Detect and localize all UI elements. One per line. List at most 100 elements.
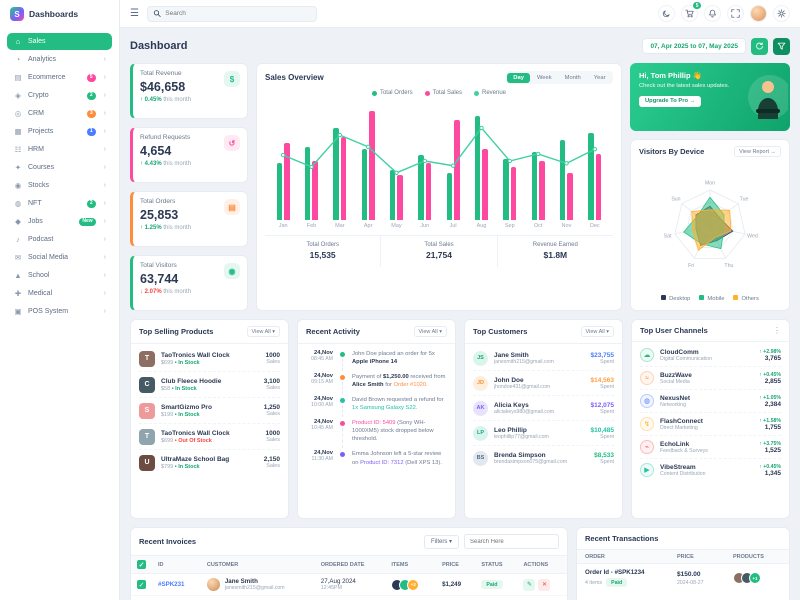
chevron-right-icon: › — [103, 182, 106, 189]
top-products-view-all[interactable]: View All ▾ — [246, 326, 280, 337]
activity-item[interactable]: 24,Nov 08:45 AM John Doe placed an order f… — [311, 349, 435, 372]
sidebar-header: S Dashboards — [0, 0, 119, 28]
channel-row[interactable]: ⌁ EchoLink Feedback & Surveys ↑ +3.75% 1,525 — [640, 436, 781, 459]
date-range-picker[interactable]: 07, Apr 2025 to 07, May 2025 — [642, 38, 746, 54]
activity-item[interactable]: 24,Nov 11:30 AM Emma Johnson left a 5-star… — [311, 450, 442, 466]
activity-item[interactable]: 24,Nov 10:45 AM Product ID: 5409 (Sony WH-… — [311, 419, 434, 449]
sidebar-item-ecommerce[interactable]: ▤ Ecommerce 5 › — [7, 69, 112, 86]
invoice-id-link[interactable]: #SPK231 — [158, 581, 185, 588]
select-all-checkbox[interactable]: ✓ — [137, 560, 146, 569]
chevron-right-icon: › — [103, 272, 106, 279]
stat-card-refund-requests: Refund Requests 4,654 ↑ 4.43% this month ↺ — [130, 127, 248, 183]
upgrade-button[interactable]: Upgrade To Pro → — [639, 95, 702, 107]
customer-row[interactable]: LP Leo Phillip leophillip77@gmail.com $10,4… — [473, 421, 614, 446]
sidebar-item-school[interactable]: ▲ School › — [7, 267, 112, 284]
invoice-row[interactable]: ✓ #SPK231 Jane Smith janesmith215@gmail.com… — [131, 573, 567, 596]
moon-icon — [662, 10, 670, 18]
sidebar-item-hrm[interactable]: ☷ HRM › — [7, 141, 112, 158]
filter-settings-button[interactable] — [773, 37, 790, 55]
crm-icon: ◎ — [14, 109, 22, 118]
column-ordered-date[interactable]: Ordered Date — [314, 556, 386, 574]
sidebar-item-crm[interactable]: ◎ CRM 3 › — [7, 105, 112, 122]
notifications-button[interactable] — [704, 5, 721, 22]
sidebar-title: Dashboards — [29, 9, 79, 19]
globe-icon: ◍ — [640, 394, 654, 408]
recent-activity-view-all[interactable]: View All ▾ — [413, 326, 447, 337]
sidebar-item-jobs[interactable]: ◆ Jobs New › — [7, 213, 112, 230]
channel-row[interactable]: ▶ VibeStream Content Distribution ↑ +0.45% 1… — [640, 459, 781, 481]
sidebar-item-crypto[interactable]: ◈ Crypto 2 › — [7, 87, 112, 104]
sidebar-item-pos-system[interactable]: ▣ POS System › — [7, 303, 112, 320]
delete-button[interactable]: ✕ — [538, 578, 551, 591]
product-row[interactable]: T TaoTronics Wall Clock $699 • Out Of Stoc… — [139, 424, 280, 450]
channel-row[interactable]: ◍ NexusNet Networking ↑ +1.05% 2,384 — [640, 390, 781, 413]
search-input[interactable] — [165, 10, 311, 17]
settings-button[interactable] — [773, 5, 790, 22]
customer-row[interactable]: JD John Doe jhondoe431@gmail.com $14,563 Spe… — [473, 371, 614, 396]
tab-month[interactable]: Month — [564, 74, 581, 81]
customer-row[interactable]: BS Brenda Simpson brendasimpson075@gmail.c… — [473, 446, 614, 470]
customer-row[interactable]: JS Jane Smith janesmith215@gmail.com $23,75… — [473, 346, 614, 371]
svg-text:Thu: Thu — [724, 263, 733, 269]
user-avatar[interactable] — [750, 5, 767, 22]
stat-label: Total Visitors — [140, 262, 177, 269]
cart-button[interactable]: 5 — [681, 2, 701, 22]
legend-total-sales: Total Sales — [424, 90, 462, 96]
view-report-link[interactable]: View Report → — [734, 146, 781, 157]
column-id[interactable]: ID — [152, 556, 201, 574]
bar-group-aug — [467, 102, 495, 220]
bar-group-apr — [354, 102, 382, 220]
customer-avatar: JD — [473, 375, 488, 391]
stat-label: Total Orders — [140, 198, 176, 205]
tab-day[interactable]: Day — [507, 72, 530, 83]
sidebar-item-social-media[interactable]: ✉ Social Media › — [7, 249, 112, 266]
sidebar-item-label: CRM — [28, 110, 44, 117]
channel-row[interactable]: ☁ CloudComm Digital Communication ↑ +2.98% 3… — [640, 344, 781, 367]
sidebar-item-podcast[interactable]: ♪ Podcast › — [7, 231, 112, 248]
product-row[interactable]: S SmartGizmo Pro $199 • In Stock 1,250 Sales — [139, 398, 280, 424]
sidebar-item-label: School — [28, 272, 50, 279]
channel-row[interactable]: ≈ BuzzWave Social Media ↑ +0.45% 2,855 — [640, 367, 781, 390]
page-title: Dashboard — [130, 40, 188, 52]
sidebar-item-medical[interactable]: ✚ Medical › — [7, 285, 112, 302]
sidebar-item-nft[interactable]: ◍ NFT 2 › — [7, 195, 112, 212]
customer-row[interactable]: AK Alicia Keys aliciakeys980@gmail.com $12,… — [473, 396, 614, 421]
invoices-search[interactable] — [464, 534, 559, 549]
tab-week[interactable]: Week — [536, 74, 552, 81]
sidebar-item-stocks[interactable]: ◉ Stocks › — [7, 177, 112, 194]
edit-button[interactable]: ✎ — [523, 578, 536, 591]
app-logo-icon[interactable]: S — [10, 7, 24, 21]
global-search[interactable] — [146, 5, 317, 22]
channel-row[interactable]: ↯ FlashConnect Direct Marketing ↑ +1.58% 1,7… — [640, 413, 781, 436]
column-customer[interactable]: Customer — [200, 556, 315, 574]
theme-toggle-button[interactable] — [658, 5, 675, 22]
filters-button[interactable]: Filters ▾ — [423, 534, 459, 549]
row-checkbox[interactable]: ✓ — [137, 580, 146, 589]
column-status[interactable]: Status — [475, 556, 518, 574]
product-row[interactable]: C Club Fleece Hoodie $58 • In Stock 3,100 Sa… — [139, 372, 280, 398]
column-price[interactable]: Price — [436, 556, 476, 574]
product-row[interactable]: U UltraMaze School Bag $799 • In Stock 2,15… — [139, 450, 280, 475]
footer-stat-total-sales: Total Sales 21,754 — [380, 236, 496, 267]
menu-toggle-icon[interactable]: ☰ — [130, 8, 139, 19]
sidebar-item-projects[interactable]: ▦ Projects 1 › — [7, 123, 112, 140]
top-customers-view-all[interactable]: View All ▾ — [580, 326, 614, 337]
product-row[interactable]: T TaoTronics Wall Clock $699 • In Stock 100… — [139, 346, 280, 372]
chevron-right-icon: › — [103, 308, 106, 315]
sales-overview-title: Sales Overview — [265, 73, 324, 82]
sidebar-item-courses[interactable]: ✦ Courses › — [7, 159, 112, 176]
sidebar-item-analytics[interactable]: ◔ Analytics › — [7, 51, 112, 68]
tab-year[interactable]: Year — [593, 74, 606, 81]
sidebar-item-sales[interactable]: ⌂ Sales — [7, 33, 112, 50]
column-actions[interactable]: Actions — [517, 556, 567, 574]
recent-invoices-card: Recent Invoices Filters ▾ ✓ IDCustomerOrd… — [130, 527, 568, 600]
fullscreen-button[interactable] — [727, 5, 744, 22]
refresh-button[interactable] — [751, 37, 768, 55]
kebab-menu-icon[interactable]: ⋮ — [773, 326, 781, 335]
invoices-search-input[interactable] — [470, 538, 553, 545]
transaction-row[interactable]: Order Id - #SPK1234 4 items Paid $150.00 20… — [577, 564, 789, 592]
activity-item[interactable]: 24,Nov 10:00 AM David Brown requested a re… — [311, 395, 444, 418]
activity-item[interactable]: 24,Nov 09:15 AM Payment of $1,250.00 recei… — [311, 372, 446, 395]
column-items[interactable]: Items — [385, 556, 437, 574]
customer-avatar: AK — [473, 400, 488, 416]
